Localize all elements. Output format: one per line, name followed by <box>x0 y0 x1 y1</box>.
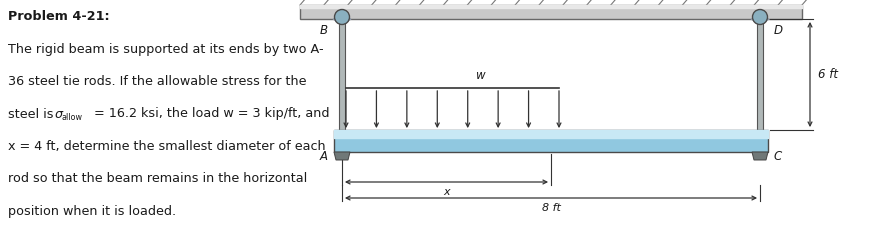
Text: D: D <box>774 24 783 37</box>
Polygon shape <box>334 130 768 152</box>
Text: rod so that the beam remains in the horizontal: rod so that the beam remains in the hori… <box>8 173 307 186</box>
Text: 8 ft: 8 ft <box>541 203 561 213</box>
Text: steel is: steel is <box>8 107 57 121</box>
Text: position when it is loaded.: position when it is loaded. <box>8 205 176 218</box>
Polygon shape <box>334 152 350 160</box>
Text: Problem 4-21:: Problem 4-21: <box>8 10 110 23</box>
Polygon shape <box>339 19 345 130</box>
Polygon shape <box>757 19 763 130</box>
Polygon shape <box>300 5 802 19</box>
Text: w: w <box>476 69 485 82</box>
Polygon shape <box>752 152 768 160</box>
Circle shape <box>752 9 767 24</box>
Text: The rigid beam is supported at its ends by two A-: The rigid beam is supported at its ends … <box>8 43 324 55</box>
Polygon shape <box>333 19 351 24</box>
Text: C: C <box>774 150 782 163</box>
Text: A: A <box>320 150 328 163</box>
Circle shape <box>334 9 349 24</box>
Text: = 16.2 ksi, the load w = 3 kip/ft, and: = 16.2 ksi, the load w = 3 kip/ft, and <box>91 107 330 121</box>
Text: allow: allow <box>62 113 83 121</box>
Text: B: B <box>320 24 328 37</box>
Text: 36 steel tie rods. If the allowable stress for the: 36 steel tie rods. If the allowable stre… <box>8 75 306 88</box>
Text: x: x <box>444 187 450 197</box>
Text: x = 4 ft, determine the smallest diameter of each: x = 4 ft, determine the smallest diamete… <box>8 140 326 153</box>
Polygon shape <box>751 19 769 24</box>
Text: 6 ft: 6 ft <box>818 68 838 81</box>
Text: σ: σ <box>55 107 62 121</box>
